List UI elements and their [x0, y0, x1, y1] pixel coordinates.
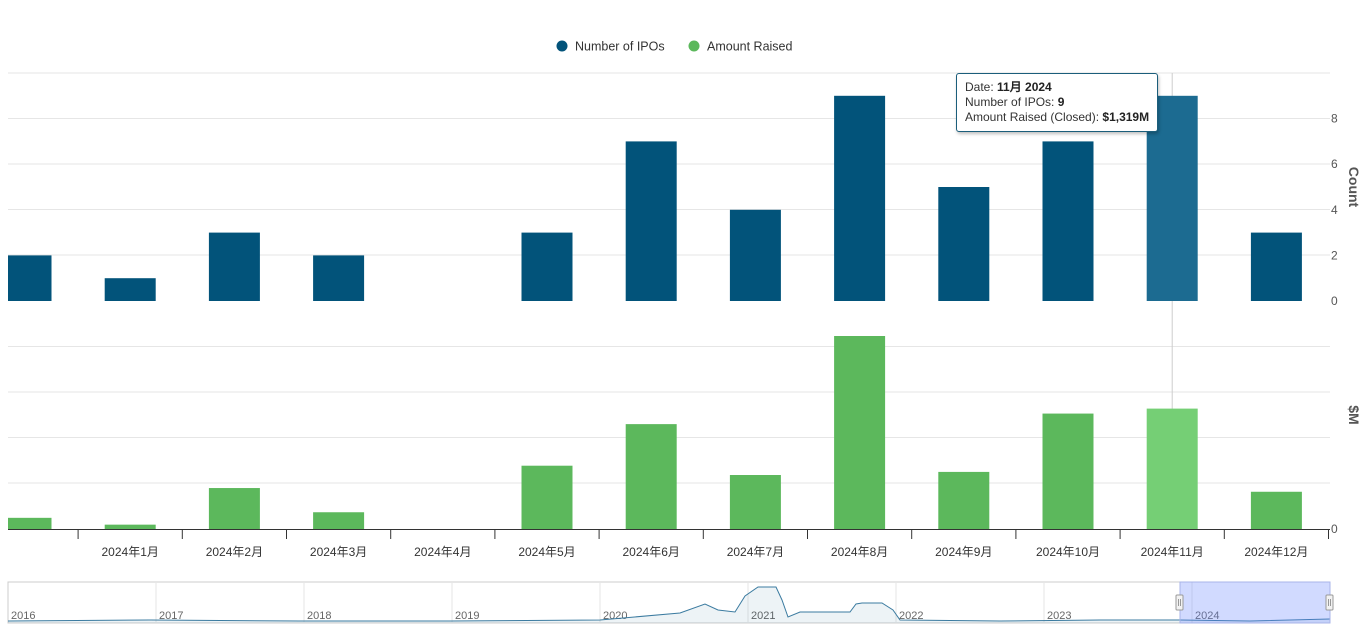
tooltip-ipos-value: 9 — [1057, 95, 1065, 109]
x-tick-label: 2024年12月 — [1244, 545, 1308, 559]
x-tick-label: 2024年7月 — [727, 545, 784, 559]
navigator-year-label: 2023 — [1047, 610, 1071, 622]
legend-marker-2 — [688, 40, 700, 52]
legend-label-2: Amount Raised — [707, 40, 793, 54]
navigator-area — [8, 587, 1330, 623]
x-tick-label: 2024年1月 — [102, 545, 159, 559]
count-tick-label: 4 — [1331, 203, 1338, 217]
legend-marker-1 — [556, 40, 568, 52]
handle-grip — [1325, 594, 1334, 611]
amount-raised-bar — [625, 424, 677, 529]
amount-raised-bar — [313, 512, 365, 529]
ipo-count-bar — [834, 95, 886, 301]
ipo-count-bar — [521, 232, 573, 301]
ipo-count-bar — [1042, 141, 1094, 301]
amount-axis-title: $M — [1346, 405, 1362, 424]
ipo-count-bar — [208, 232, 260, 301]
amount-raised-bar — [1146, 408, 1198, 529]
x-tick-label: 2024年9月 — [935, 545, 992, 559]
ipo-count-bar — [104, 278, 156, 301]
x-tick-label: 2024年11月 — [1141, 545, 1204, 559]
navigator-year-label: 2016 — [11, 610, 35, 622]
navigator[interactable]: 201620172018201920202021202220232024 — [7, 581, 1334, 624]
legend-label-1: Number of IPOs — [575, 40, 665, 54]
navigator-year-label: 2022 — [899, 610, 923, 622]
navigator-year-label: 2021 — [751, 610, 775, 622]
navigator-line — [7, 586, 1331, 622]
navigator-year-label: 2019 — [455, 610, 479, 622]
x-tick-label: 2024年4月 — [414, 545, 471, 559]
ipo-count-bar — [313, 255, 365, 301]
x-tick-label: 2024年3月 — [310, 545, 367, 559]
bars[interactable] — [8, 95, 1302, 529]
tooltip-amount-value: $1,319M — [1102, 110, 1150, 124]
ipo-count-bar — [8, 255, 52, 301]
navigator-year-label: 2024 — [1195, 610, 1219, 622]
amount-raised-bar — [729, 475, 781, 529]
navigator-selection[interactable] — [1179, 581, 1331, 624]
x-tick-label: 2024年2月 — [206, 545, 263, 559]
count-tick-label: 2 — [1331, 248, 1338, 262]
axes: 0 2 4 6 8 Count 0 $M 2024年1月 2024年2月 2024年3月 2024年4… — [8, 112, 1362, 559]
handle-grip — [1175, 594, 1184, 611]
amount-tick-label: 0 — [1331, 522, 1338, 536]
count-tick-label: 0 — [1331, 294, 1338, 308]
amount-raised-bar — [8, 517, 52, 529]
amount-raised-bar — [1042, 413, 1094, 529]
legend-item-1[interactable]: Number of IPOs — [556, 40, 665, 54]
count-tick-label: 8 — [1331, 112, 1338, 126]
tooltip-ipos-label: Number of IPOs: — [965, 95, 1058, 109]
legend[interactable]: Number of IPOs Amount Raised — [556, 40, 793, 54]
count-axis-title: Count — [1346, 167, 1362, 208]
x-tick-label: 2024年6月 — [623, 545, 680, 559]
ipo-count-bar — [938, 187, 990, 301]
tooltip-date-value: 11月 2024 — [997, 80, 1052, 94]
legend-item-2[interactable]: Amount Raised — [688, 40, 793, 54]
amount-raised-bar — [104, 524, 156, 529]
tooltip-date-label: Date: — [965, 80, 998, 94]
navigator-handle-left[interactable] — [1175, 594, 1184, 611]
x-tick-label: 2024年8月 — [831, 545, 888, 559]
x-tick-label: 2024年5月 — [518, 545, 575, 559]
count-tick-label: 6 — [1331, 157, 1338, 171]
x-tick-label: 2024年10月 — [1036, 545, 1100, 559]
ipo-count-bar — [625, 141, 677, 301]
tooltip-amount-label: Amount Raised (Closed): — [965, 110, 1103, 124]
tooltip-ipos-line: Number of IPOs: 9 — [965, 95, 1149, 110]
amount-raised-bar — [521, 465, 573, 529]
ipo-count-bar — [729, 209, 781, 301]
tooltip: Date: 11月 2024 Number of IPOs: 9 Amount … — [956, 73, 1159, 132]
amount-raised-bar — [938, 471, 990, 529]
tooltip-amount-line: Amount Raised (Closed): $1,319M — [965, 110, 1149, 125]
navigator-year-label: 2018 — [307, 610, 331, 622]
amount-raised-bar — [1250, 491, 1302, 529]
navigator-year-label: 2017 — [159, 610, 183, 622]
navigator-handle-right[interactable] — [1325, 594, 1334, 611]
ipo-count-bar — [1250, 232, 1302, 301]
amount-raised-bar — [208, 488, 260, 529]
tooltip-date-line: Date: 11月 2024 — [965, 80, 1149, 95]
navigator-frame — [7, 581, 1331, 624]
amount-raised-bar — [834, 336, 886, 529]
